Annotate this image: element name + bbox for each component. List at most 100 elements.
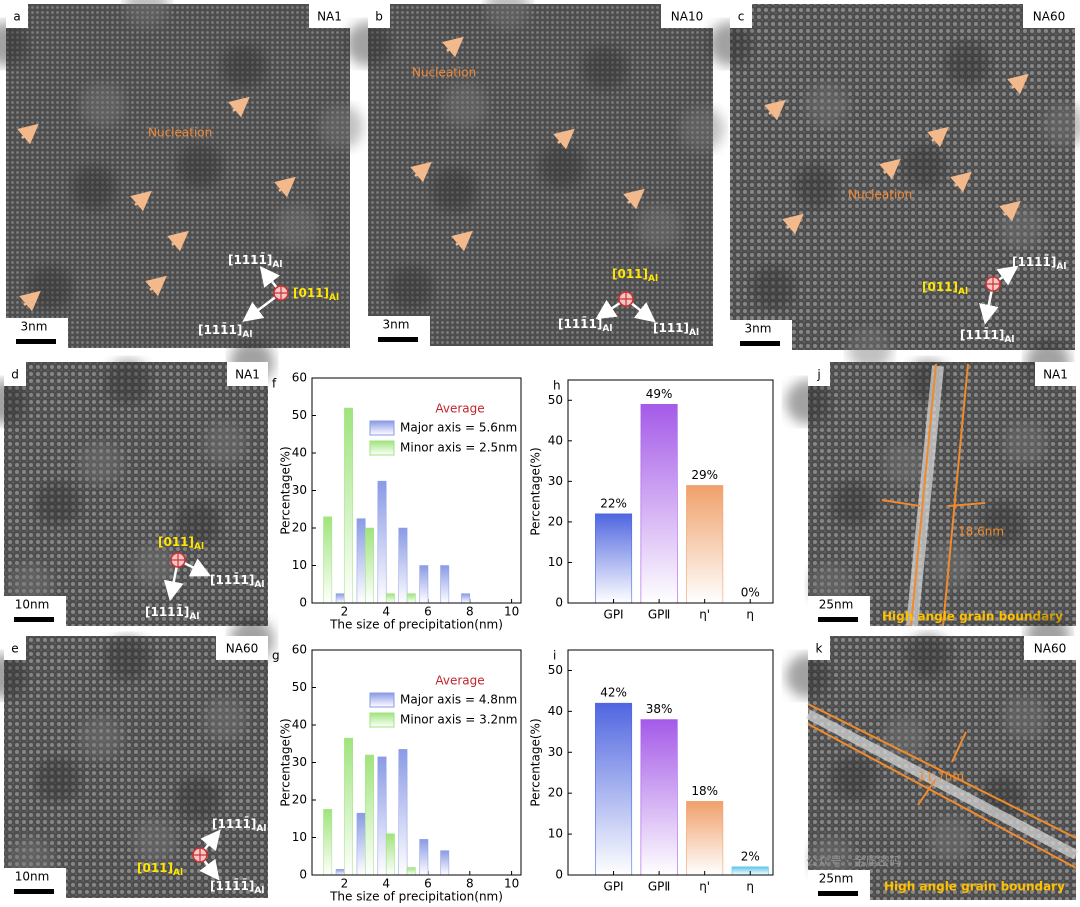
contrast-blob bbox=[176, 776, 220, 820]
zone-index: [011] bbox=[137, 861, 173, 875]
bar bbox=[640, 404, 678, 604]
zone-sub: Al bbox=[689, 328, 699, 338]
watermark: 公众号 · 金属密码 bbox=[806, 854, 901, 869]
contrast-blob bbox=[583, 46, 627, 90]
zone-index: [111̄1̄] bbox=[210, 877, 254, 892]
axes-frame bbox=[311, 377, 522, 604]
letter-box bbox=[4, 362, 26, 386]
contrast-blob bbox=[929, 543, 973, 587]
zone-label: [111̄1]Al bbox=[960, 326, 1014, 344]
zone-index: [111̄1] bbox=[558, 315, 602, 330]
x-tick-label: 4 bbox=[382, 877, 390, 891]
x-axis-label: The size of precipitation(nm) bbox=[329, 618, 503, 632]
zone-label: [1111̄]Al bbox=[145, 603, 199, 621]
x-tick-label: GPⅡ bbox=[648, 880, 670, 894]
contrast-blob bbox=[751, 266, 795, 310]
bar bbox=[377, 480, 387, 604]
zone-sub: Al bbox=[256, 824, 266, 834]
bar bbox=[419, 565, 429, 604]
scale-bar bbox=[818, 617, 858, 622]
bar bbox=[323, 516, 333, 604]
axes-frame bbox=[567, 379, 774, 604]
scale-label: 25nm bbox=[819, 598, 854, 612]
x-tick-label: 2 bbox=[341, 605, 349, 619]
contrast-blob bbox=[883, 441, 927, 485]
panel-letter: a bbox=[13, 10, 20, 24]
y-tick-label: 50 bbox=[548, 663, 563, 677]
contrast-blob bbox=[36, 758, 80, 802]
zone-label: [1111̄]Al bbox=[228, 251, 282, 269]
nucleation-arrow bbox=[442, 36, 464, 58]
bar bbox=[335, 593, 345, 604]
bar bbox=[344, 737, 354, 876]
scale-bar bbox=[14, 617, 54, 622]
sample-box bbox=[309, 4, 350, 28]
contrast-blob bbox=[786, 654, 830, 698]
contrast-blob bbox=[389, 266, 433, 310]
contrast-blob bbox=[106, 360, 150, 404]
zone-label: [011]Al bbox=[137, 861, 183, 878]
measure-label: 11.7nm bbox=[918, 770, 964, 784]
sample-label: NA1 bbox=[317, 10, 342, 24]
zone-cross bbox=[619, 292, 633, 306]
legend-swatch bbox=[369, 420, 395, 436]
nucleation-arrow bbox=[228, 96, 250, 118]
contrast-blob bbox=[79, 715, 123, 759]
bar bbox=[640, 719, 678, 876]
scale-label: 3nm bbox=[383, 318, 410, 332]
bar bbox=[440, 850, 450, 876]
zone-sub: Al bbox=[194, 542, 204, 552]
y-tick-label: 20 bbox=[548, 514, 563, 528]
zone-sub: Al bbox=[189, 612, 199, 622]
zone-index: [111̄1] bbox=[198, 321, 242, 336]
sample-label: NA60 bbox=[226, 642, 258, 656]
axes-frame bbox=[567, 649, 774, 876]
scale-bar bbox=[378, 337, 418, 342]
x-tick-label: 10 bbox=[504, 877, 519, 891]
contrast-blob bbox=[680, 107, 724, 151]
zone-label: [011]Al bbox=[922, 280, 968, 297]
sample-label: NA10 bbox=[671, 10, 703, 24]
nucleation-arrow bbox=[553, 128, 575, 150]
legend-label: Major axis = 4.8nm bbox=[400, 693, 517, 707]
zone-index: [011] bbox=[293, 286, 329, 300]
sample-box bbox=[1035, 362, 1076, 386]
y-tick-label: 40 bbox=[548, 433, 563, 447]
x-tick-label: GPⅠ bbox=[604, 608, 624, 622]
y-axis-label: Percentage(%) bbox=[279, 446, 293, 534]
contrast-blob bbox=[106, 636, 150, 680]
zone-index: [1111̄] bbox=[1012, 253, 1056, 268]
zone-sub: Al bbox=[254, 886, 264, 896]
y-tick-label: 0 bbox=[299, 868, 307, 882]
contrast-blob bbox=[708, 22, 752, 66]
x-tick-label: GPⅡ bbox=[648, 608, 670, 622]
contrast-blob bbox=[176, 502, 220, 546]
nucleation-arrow bbox=[19, 290, 41, 312]
zone-index: [111̄1] bbox=[210, 571, 254, 586]
contrast-blob bbox=[203, 421, 247, 465]
bar bbox=[406, 593, 416, 604]
panel-letter: d bbox=[11, 368, 19, 382]
contrast-blob bbox=[906, 634, 950, 678]
zone-sub: Al bbox=[1004, 335, 1014, 345]
contrast-blob bbox=[1003, 421, 1047, 465]
measure-arrows bbox=[917, 731, 967, 806]
bar bbox=[356, 812, 366, 876]
zone-cross bbox=[986, 277, 1000, 291]
bar bbox=[440, 565, 450, 604]
y-tick-label: 0 bbox=[555, 868, 563, 882]
chart: h 0 10 20 30 40 50 Percentage(%) 22% GPⅠ 49% GPⅡ 29%… bbox=[529, 379, 774, 622]
zone-index: [011] bbox=[612, 267, 648, 281]
sample-label: NA60 bbox=[1034, 642, 1066, 656]
x-axis-label: The size of precipitation(nm) bbox=[329, 890, 503, 904]
contrast-blob bbox=[1042, 103, 1080, 147]
value-label: 29% bbox=[691, 468, 718, 482]
y-axis-label: Percentage(%) bbox=[529, 447, 543, 535]
y-tick-label: 10 bbox=[548, 555, 563, 569]
scale-label: 10nm bbox=[15, 598, 50, 612]
nucleation-arrow bbox=[623, 188, 645, 210]
y-tick-label: 50 bbox=[292, 408, 307, 422]
legend-title: Average bbox=[435, 674, 484, 688]
scale-bar bbox=[16, 339, 56, 344]
